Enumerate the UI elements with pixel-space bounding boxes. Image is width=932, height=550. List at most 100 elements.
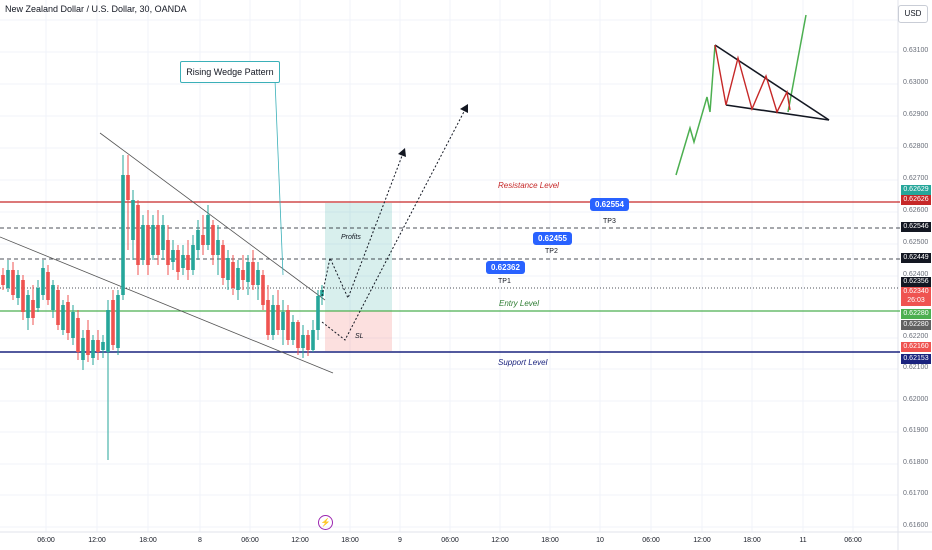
flash-icon[interactable]: ⚡ <box>318 515 333 530</box>
tp1-label: TP1 <box>498 278 511 285</box>
price-label: 26:03 <box>901 296 931 306</box>
tp1-callout[interactable]: 0.62362 <box>486 261 525 274</box>
tp3-callout[interactable]: 0.62554 <box>590 198 629 211</box>
price-tick: 0.62000 <box>903 396 929 403</box>
time-tick: 8 <box>198 537 202 544</box>
sketch-upper-line <box>714 44 830 121</box>
candle-body <box>71 312 75 338</box>
price-tick: 0.61700 <box>903 490 929 497</box>
price-tick: 0.62400 <box>903 271 929 278</box>
candle-body <box>216 240 220 255</box>
projection-path-2 <box>321 103 469 341</box>
candle-body <box>151 225 155 255</box>
time-tick: 18:00 <box>341 537 359 544</box>
projection-path-1 <box>321 147 406 300</box>
time-tick: 12:00 <box>491 537 509 544</box>
candle-body <box>191 245 195 270</box>
price-label: 0.62153 <box>901 354 931 364</box>
wedge-pattern-label[interactable]: Rising Wedge Pattern <box>180 61 280 83</box>
candle-body <box>266 300 270 335</box>
candle-body <box>101 342 105 350</box>
candle-body <box>226 258 230 280</box>
candlesticks <box>1 155 324 460</box>
loss-zone <box>325 311 392 351</box>
price-tick: 0.62100 <box>903 364 929 371</box>
candle-body <box>126 175 130 200</box>
candle-body <box>91 340 95 358</box>
candle-body <box>136 205 140 265</box>
candle-body <box>121 175 125 295</box>
support-label[interactable]: Support Level <box>498 358 548 367</box>
wedge-lower-line[interactable] <box>0 236 334 374</box>
candle-body <box>316 296 320 330</box>
price-tick: 0.62600 <box>903 207 929 214</box>
candle-body <box>36 288 40 308</box>
candle-body <box>181 255 185 268</box>
candle-body <box>251 262 255 285</box>
candle-body <box>261 275 265 305</box>
candle-body <box>86 330 90 355</box>
candle-body <box>196 230 200 250</box>
chart-title: New Zealand Dollar / U.S. Dollar, 30, OA… <box>5 4 187 14</box>
candle-body <box>141 225 145 260</box>
tp2-label: TP2 <box>545 248 558 255</box>
price-label: 0.62340 <box>901 287 931 297</box>
candle-body <box>41 268 45 295</box>
candle-body <box>21 280 25 312</box>
price-tick: 0.62800 <box>903 143 929 150</box>
time-tick: 11 <box>799 537 807 544</box>
candle-body <box>111 300 115 345</box>
time-tick: 06:00 <box>642 537 660 544</box>
sketch-red-zigzag <box>714 44 791 114</box>
time-tick: 06:00 <box>844 537 862 544</box>
candle-body <box>236 268 240 290</box>
time-tick: 12:00 <box>88 537 106 544</box>
projection-arrow-1 <box>398 148 406 157</box>
time-tick: 06:00 <box>37 537 55 544</box>
candle-body <box>46 272 50 300</box>
candle-body <box>271 305 275 335</box>
wedge-upper-line[interactable] <box>99 132 326 301</box>
candle-body <box>16 275 20 298</box>
candle-body <box>66 302 70 333</box>
candle-body <box>211 225 215 255</box>
entry-label[interactable]: Entry Level <box>499 299 540 308</box>
resistance-label[interactable]: Resistance Level <box>498 181 559 190</box>
candle-body <box>320 290 324 296</box>
candle-body <box>81 338 85 360</box>
price-tick: 0.62700 <box>903 175 929 182</box>
candle-body <box>291 322 295 340</box>
tp3-label: TP3 <box>603 218 616 225</box>
time-tick: 18:00 <box>139 537 157 544</box>
price-tick: 0.61900 <box>903 427 929 434</box>
sl-label: SL <box>355 333 364 340</box>
price-label: 0.62449 <box>901 253 931 263</box>
candle-body <box>6 270 10 288</box>
candle-body <box>186 255 190 270</box>
price-label: 0.62160 <box>901 342 931 352</box>
candle-body <box>221 245 225 278</box>
candle-body <box>206 215 210 245</box>
candle-body <box>106 310 110 352</box>
candle-body <box>296 322 300 348</box>
time-tick: 12:00 <box>693 537 711 544</box>
price-tick: 0.63100 <box>903 47 929 54</box>
candle-body <box>311 330 315 350</box>
candle-body <box>246 262 250 282</box>
candle-body <box>116 295 120 348</box>
candle-body <box>231 262 235 288</box>
tp2-callout[interactable]: 0.62455 <box>533 232 572 245</box>
price-tick: 0.61600 <box>903 522 929 529</box>
price-tick: 0.61800 <box>903 459 929 466</box>
currency-button[interactable]: USD <box>898 5 928 23</box>
candle-body <box>61 305 65 330</box>
candle-body <box>11 270 15 295</box>
time-tick: 18:00 <box>541 537 559 544</box>
candle-body <box>256 270 260 285</box>
candle-body <box>241 270 245 280</box>
price-tick: 0.63000 <box>903 79 929 86</box>
price-label: 0.62546 <box>901 222 931 232</box>
